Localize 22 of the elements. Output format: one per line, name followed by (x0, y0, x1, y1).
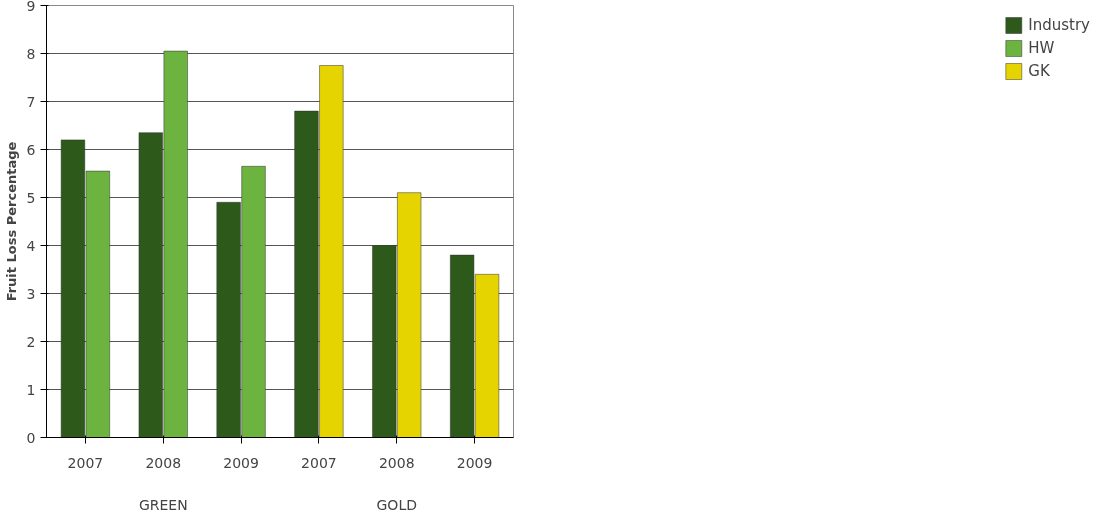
x-tick-label: 2008 (378, 454, 415, 471)
y-tick-label: 8 (26, 45, 36, 62)
text: GOLD (376, 496, 417, 513)
y-tick-label: 4 (26, 237, 36, 254)
text: GREEN (138, 496, 188, 513)
y-tick-label: 3 (26, 285, 36, 302)
y-tick-label: 0 (26, 429, 36, 446)
x-tick-label: 2009 (456, 454, 493, 471)
y-tick-label: 9 (26, 0, 36, 14)
x-tick-label: 2007 (301, 454, 337, 471)
y-tick-label: 1 (26, 381, 36, 398)
y-tick-label: 6 (26, 141, 36, 158)
y-tick-label: 5 (26, 189, 36, 206)
x-tick-label: 2007 (67, 454, 104, 471)
y-tick-label: 2 (26, 333, 36, 350)
legend-label: HW (1028, 39, 1055, 57)
legend-label: Industry (1028, 16, 1090, 34)
x-tick-label: 2009 (223, 454, 259, 471)
y-axis-title: Fruit Loss Percentage (3, 141, 19, 302)
x-tick-label: 2008 (145, 454, 182, 471)
y-tick-label: 7 (26, 93, 36, 110)
legend-label: GK (1028, 62, 1050, 80)
